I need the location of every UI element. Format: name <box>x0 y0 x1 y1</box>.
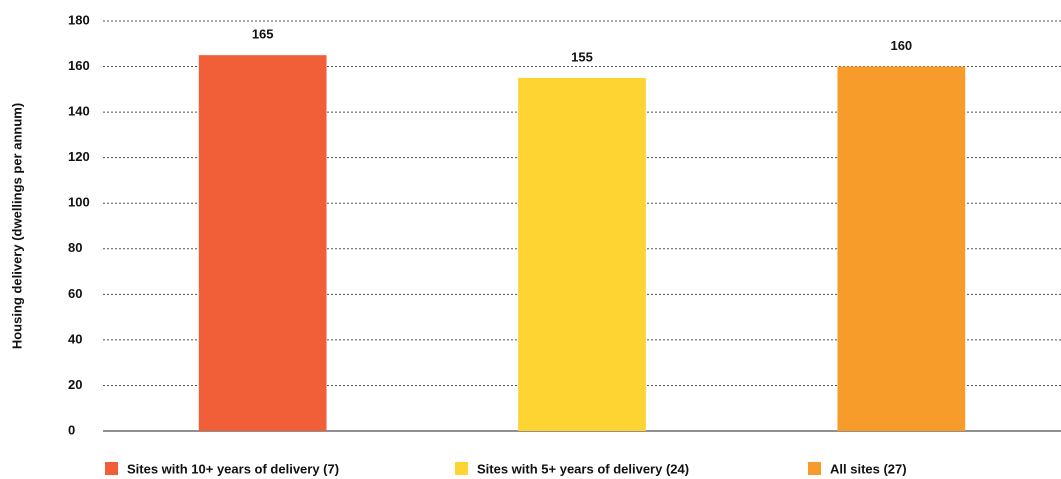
y-tick-label: 40 <box>68 331 82 346</box>
data-label: 160 <box>890 38 912 53</box>
legend-label: Sites with 10+ years of delivery (7) <box>127 461 339 476</box>
bar <box>837 66 966 432</box>
legend-swatch <box>455 462 468 475</box>
y-tick-label: 80 <box>68 240 82 255</box>
y-tick-label: 0 <box>68 422 75 437</box>
legend-swatch <box>105 462 118 475</box>
y-tick-label: 160 <box>68 58 90 73</box>
y-axis-label: Housing delivery (dwellings per annum) <box>9 103 24 349</box>
y-tick-label: 100 <box>68 195 90 210</box>
data-label: 165 <box>252 27 274 42</box>
y-tick-label: 180 <box>68 12 90 27</box>
y-tick-label: 120 <box>68 149 90 164</box>
y-tick-label: 60 <box>68 286 82 301</box>
legend-label: Sites with 5+ years of delivery (24) <box>477 461 689 476</box>
y-tick-label: 20 <box>68 377 82 392</box>
y-tick-label: 140 <box>68 104 90 119</box>
bar <box>518 77 646 431</box>
legend-label: All sites (27) <box>830 461 907 476</box>
data-label: 155 <box>571 49 593 64</box>
legend-swatch <box>808 462 821 475</box>
bar <box>198 55 327 432</box>
